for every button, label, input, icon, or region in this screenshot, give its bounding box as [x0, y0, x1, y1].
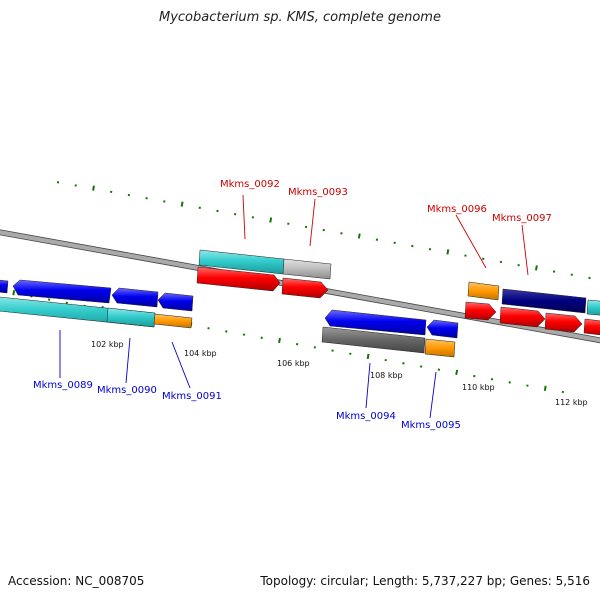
- genome-summary-text: Topology: circular; Length: 5,737,227 bp…: [260, 574, 590, 588]
- map-title: Mycobacterium sp. KMS, complete genome: [159, 10, 441, 25]
- gene-label-mkms-0093[interactable]: Mkms_0093: [288, 187, 348, 198]
- axis-tick-label: 108 kbp: [370, 371, 403, 380]
- cds-arrow-right-edge[interactable]: [583, 318, 600, 336]
- cds-arrow-mkms-0093[interactable]: [281, 277, 329, 299]
- accession-text: Accession: NC_008705: [8, 574, 145, 588]
- cds-arrow-mkms-0090[interactable]: [111, 287, 159, 308]
- cds-arrow-mkms-0092[interactable]: [196, 266, 281, 292]
- feature-darkgray-mid[interactable]: [321, 326, 426, 354]
- feature-cyan-lower-mid[interactable]: [106, 307, 156, 328]
- gene-label-mkms-0089[interactable]: Mkms_0089: [33, 380, 93, 391]
- cds-arrow-right-2[interactable]: [544, 312, 583, 333]
- gene-label-mkms-0094[interactable]: Mkms_0094: [336, 411, 396, 422]
- feature-orange-right[interactable]: [467, 281, 500, 301]
- feature-orange-lower-left[interactable]: [153, 313, 193, 329]
- feature-orange-mid[interactable]: [424, 338, 456, 358]
- gene-label-mkms-0090[interactable]: Mkms_0090: [97, 385, 157, 396]
- cds-arrow-mkms-0094-a[interactable]: [324, 309, 427, 336]
- axis-tick-label: 104 kbp: [184, 349, 217, 358]
- axis-tick-label: 110 kbp: [462, 383, 495, 392]
- leader-lines: [59, 194, 529, 419]
- gene-label-mkms-0091[interactable]: Mkms_0091: [162, 391, 222, 402]
- axis-tick-label: 112 kbp: [555, 398, 588, 407]
- feature-cyan-right[interactable]: [586, 299, 600, 316]
- gene-label-mkms-0097[interactable]: Mkms_0097: [492, 213, 552, 224]
- gene-label-mkms-0092[interactable]: Mkms_0092: [220, 179, 280, 190]
- axis-tick-label: 102 kbp: [91, 340, 124, 349]
- cds-arrow-mkms-0094-b[interactable]: [426, 319, 459, 339]
- cds-arrow-left-edge[interactable]: [0, 279, 9, 294]
- cds-arrow-mkms-0096[interactable]: [464, 301, 497, 321]
- gene-label-mkms-0095[interactable]: Mkms_0095: [401, 420, 461, 431]
- cds-arrow-mkms-0097[interactable]: [499, 306, 546, 328]
- cds-arrow-mkms-0089[interactable]: [12, 279, 112, 304]
- axis-tick-label: 106 kbp: [277, 359, 310, 368]
- feature-gray-upper[interactable]: [282, 258, 332, 280]
- upper-tick-row: [56, 181, 591, 280]
- gene-features: [0, 249, 600, 358]
- gene-label-mkms-0096[interactable]: Mkms_0096: [427, 204, 487, 215]
- cds-arrow-mkms-0091[interactable]: [157, 292, 194, 312]
- feature-navy-right[interactable]: [501, 288, 587, 314]
